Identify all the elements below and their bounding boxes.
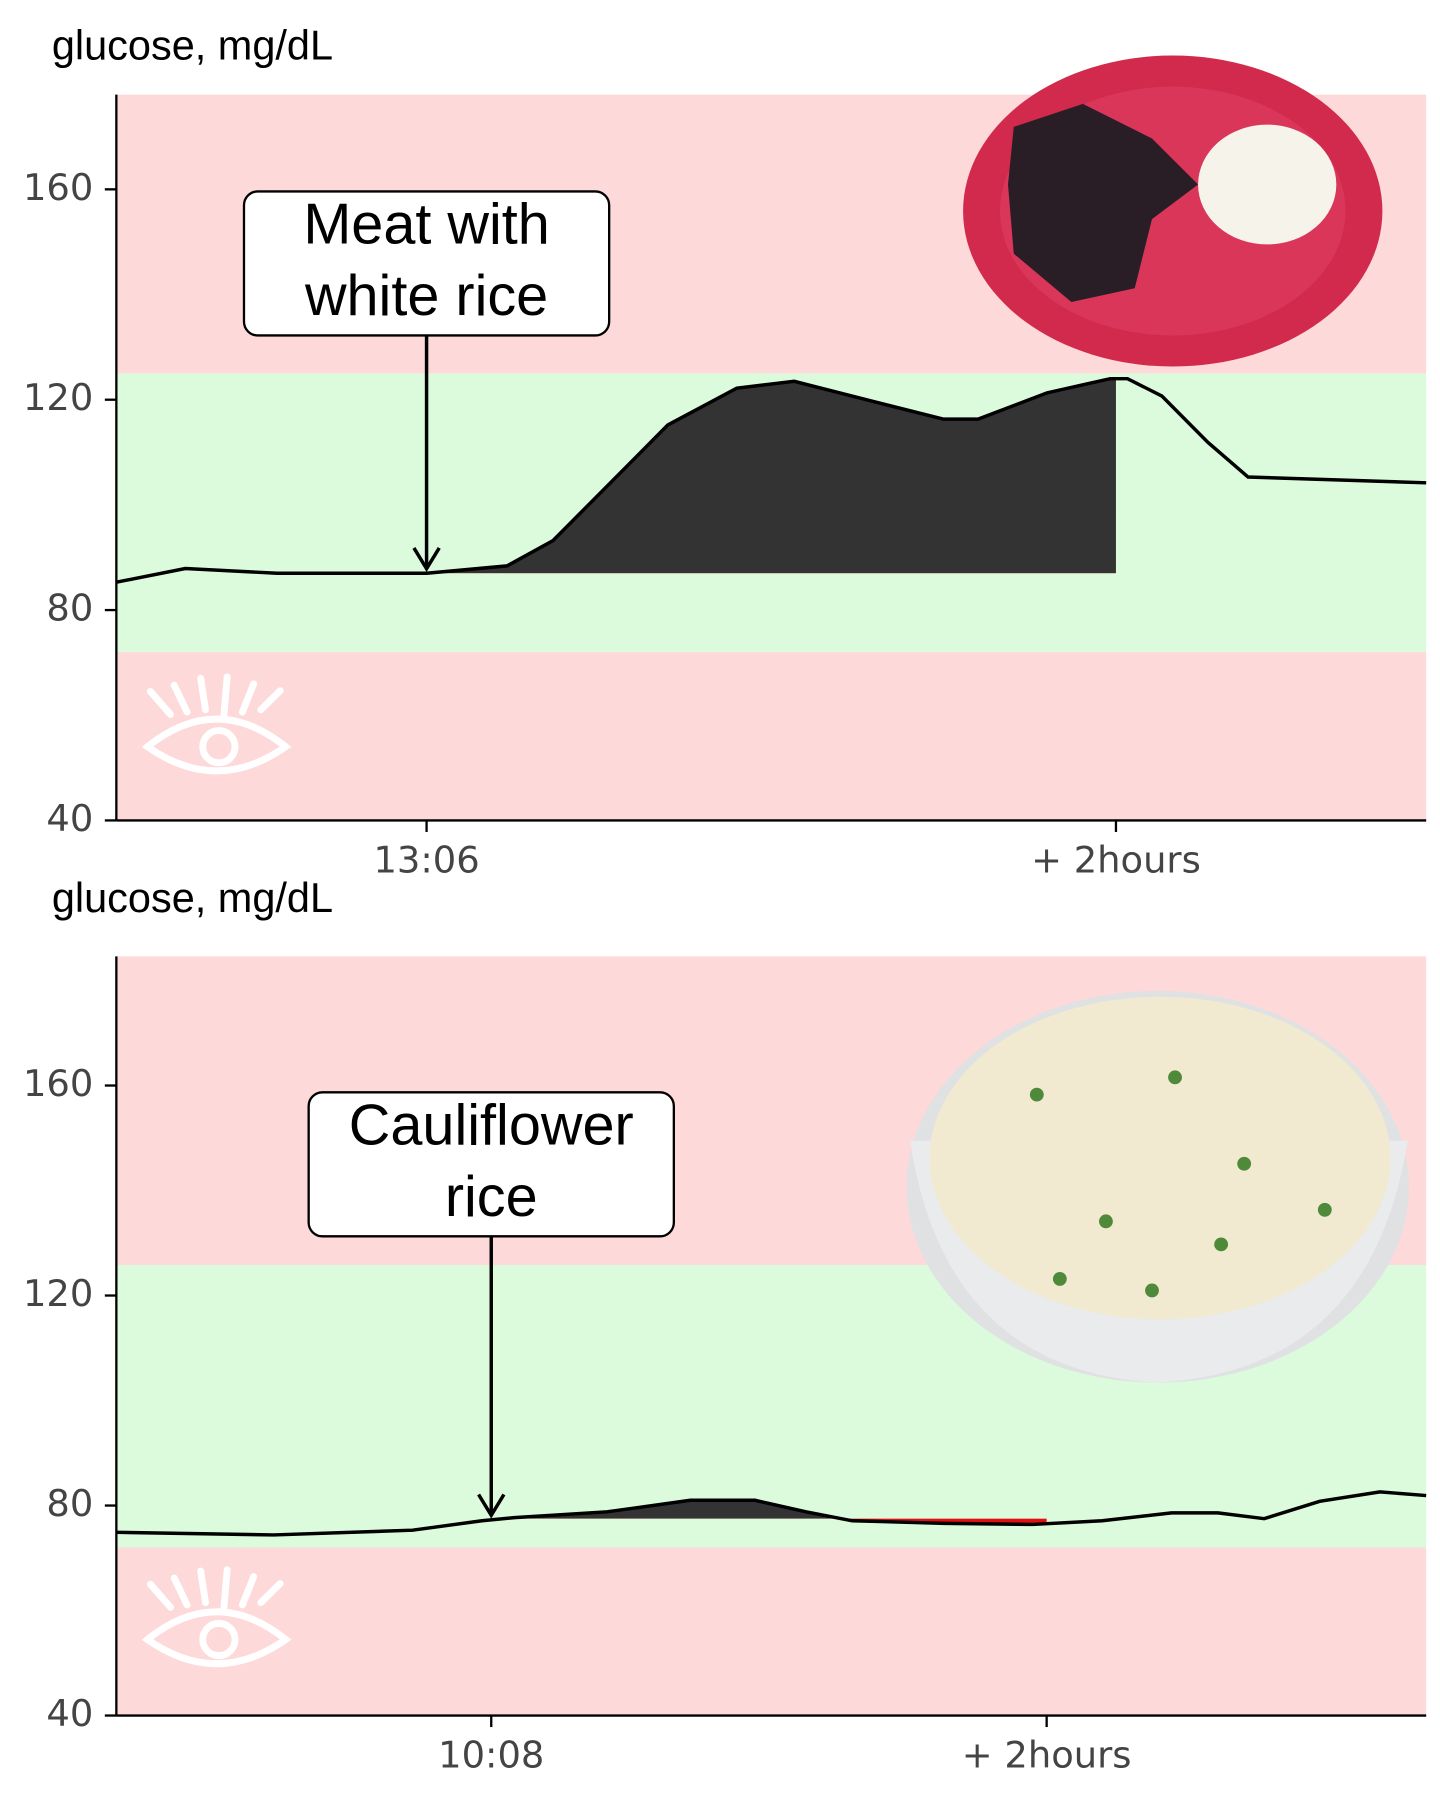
- y-tick-label: 160: [23, 166, 93, 209]
- logo-ray: [170, 681, 191, 716]
- herb: [1168, 1070, 1182, 1085]
- excursion-area: [426, 378, 1116, 574]
- x-tick-label: 13:06: [373, 838, 479, 881]
- food-photo: [963, 55, 1383, 367]
- logo-ray: [238, 680, 258, 716]
- glucose-line: [116, 376, 1427, 584]
- logo-ray: [238, 1573, 258, 1609]
- y-tick-label: 80: [46, 587, 93, 630]
- rice: [1198, 124, 1337, 245]
- y-axis-label: glucose, mg/dL: [52, 22, 333, 69]
- logo-ray: [220, 673, 231, 718]
- meat: [1008, 103, 1199, 303]
- annotation-text: Cauliflower: [349, 1093, 634, 1157]
- herb: [1214, 1237, 1229, 1252]
- logo-iris: [199, 1619, 239, 1660]
- annotation-text: rice: [445, 1165, 538, 1229]
- annotation-box: [307, 1091, 675, 1238]
- logo-ray: [170, 1574, 191, 1609]
- y-tick-label: 40: [46, 797, 93, 840]
- logo-iris: [199, 727, 239, 767]
- low-zone: [116, 652, 1427, 821]
- y-axis-label: glucose, mg/dL: [52, 874, 333, 921]
- x-tick-label: + 2hours: [962, 1734, 1132, 1777]
- y-tick-label: 120: [23, 376, 93, 419]
- herb: [1237, 1156, 1252, 1171]
- dip-area: [491, 1518, 1047, 1525]
- y-tick-label: 40: [46, 1692, 93, 1735]
- annotation-box: [242, 190, 611, 337]
- herb: [1099, 1214, 1113, 1229]
- x-tick-label: + 2hours: [1031, 838, 1201, 881]
- herb: [1317, 1202, 1332, 1217]
- arrow-head: [412, 547, 441, 572]
- logo-ray: [257, 687, 284, 714]
- logo-eye: [141, 715, 292, 775]
- logo: [141, 1566, 292, 1668]
- logo-ray: [220, 1566, 231, 1611]
- logo-ray: [146, 1580, 174, 1611]
- herb: [1145, 1283, 1159, 1298]
- annotation-text: Meat with: [303, 193, 549, 257]
- logo-ray: [197, 674, 209, 714]
- x-tick-label: 10:08: [438, 1734, 544, 1777]
- food-photo: [906, 990, 1409, 1383]
- y-tick-label: 120: [23, 1272, 93, 1315]
- logo: [141, 673, 292, 775]
- herb: [1029, 1087, 1044, 1102]
- glucose-line: [116, 1490, 1427, 1537]
- logo-eye: [141, 1608, 292, 1668]
- y-tick-label: 80: [46, 1482, 93, 1525]
- low-zone: [116, 1547, 1427, 1716]
- cauliflower-rice: [929, 996, 1391, 1320]
- annotation-text: white rice: [304, 264, 548, 328]
- y-tick-label: 160: [23, 1062, 93, 1105]
- logo-ray: [257, 1580, 284, 1607]
- logo-ray: [146, 687, 174, 718]
- herb: [1052, 1272, 1067, 1286]
- logo-ray: [197, 1567, 209, 1607]
- arrow-head: [477, 1493, 506, 1519]
